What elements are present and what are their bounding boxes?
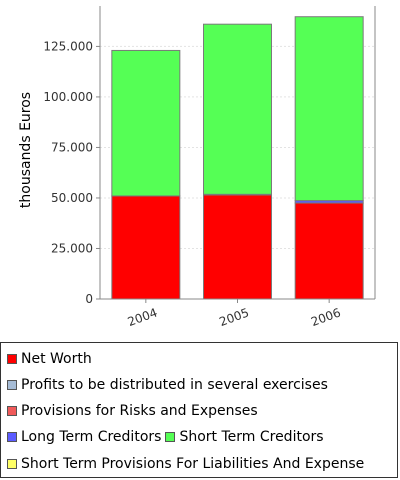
legend-swatch <box>7 406 17 416</box>
legend-swatch <box>7 459 17 469</box>
legend-label: Provisions for Risks and Expenses <box>21 403 258 419</box>
legend-row: Provisions for Risks and Expenses <box>7 401 262 421</box>
y-tick-label: 125.000 <box>43 39 93 53</box>
legend-swatch <box>7 380 17 390</box>
chart-area: 0 25.000 50.000 75.000 100.000 125.000 2004 20… <box>18 6 376 329</box>
legend-swatch <box>165 432 176 442</box>
x-tick-label: 2005 <box>217 305 250 329</box>
legend-label: Short Term Provisions For Liabilities An… <box>21 456 365 472</box>
x-axis-ticks: 2004 2005 2006 <box>126 299 343 329</box>
legend-label: Long Term Creditors <box>21 429 162 445</box>
x-tick-label: 2004 <box>126 305 159 329</box>
legend-row: Long Term Creditors Short Term Creditors <box>7 427 328 447</box>
legend: Net Worth Profits to be distributed in se… <box>0 342 398 478</box>
bar-segment <box>203 194 272 300</box>
legend-item: Short Term Provisions For Liabilities An… <box>7 456 364 472</box>
legend-label: Short Term Creditors <box>179 429 324 445</box>
legend-label: Net Worth <box>21 351 92 367</box>
bar-segment <box>203 23 272 195</box>
legend-item: Net Worth <box>7 351 92 367</box>
bar-segment <box>111 49 181 197</box>
legend-row: Net Worth <box>7 349 96 369</box>
legend-item: Short Term Creditors <box>165 429 324 445</box>
bars <box>111 16 364 300</box>
x-tick-label: 2006 <box>309 305 342 329</box>
legend-row: Short Term Provisions For Liabilities An… <box>7 454 368 474</box>
y-tick-label: 75.000 <box>51 140 93 154</box>
legend-label: Profits to be distributed in several exe… <box>21 377 328 393</box>
y-tick-label: 100.000 <box>43 90 93 104</box>
legend-item: Provisions for Risks and Expenses <box>7 403 258 419</box>
legend-item: Profits to be distributed in several exe… <box>7 377 328 393</box>
legend-row: Profits to be distributed in several exe… <box>7 375 332 395</box>
legend-swatch <box>7 354 17 364</box>
bar-segment <box>294 16 364 202</box>
bar-segment <box>294 202 364 300</box>
y-tick-label: 0 <box>85 292 93 306</box>
bar-segment <box>111 195 181 300</box>
legend-swatch <box>7 432 17 442</box>
y-tick-label: 50.000 <box>51 191 93 205</box>
y-axis-ticks: 0 25.000 50.000 75.000 100.000 125.000 <box>43 39 100 306</box>
y-tick-label: 25.000 <box>51 241 93 255</box>
legend-item: Long Term Creditors <box>7 429 161 445</box>
y-axis-title: thousands Euros <box>18 92 34 208</box>
